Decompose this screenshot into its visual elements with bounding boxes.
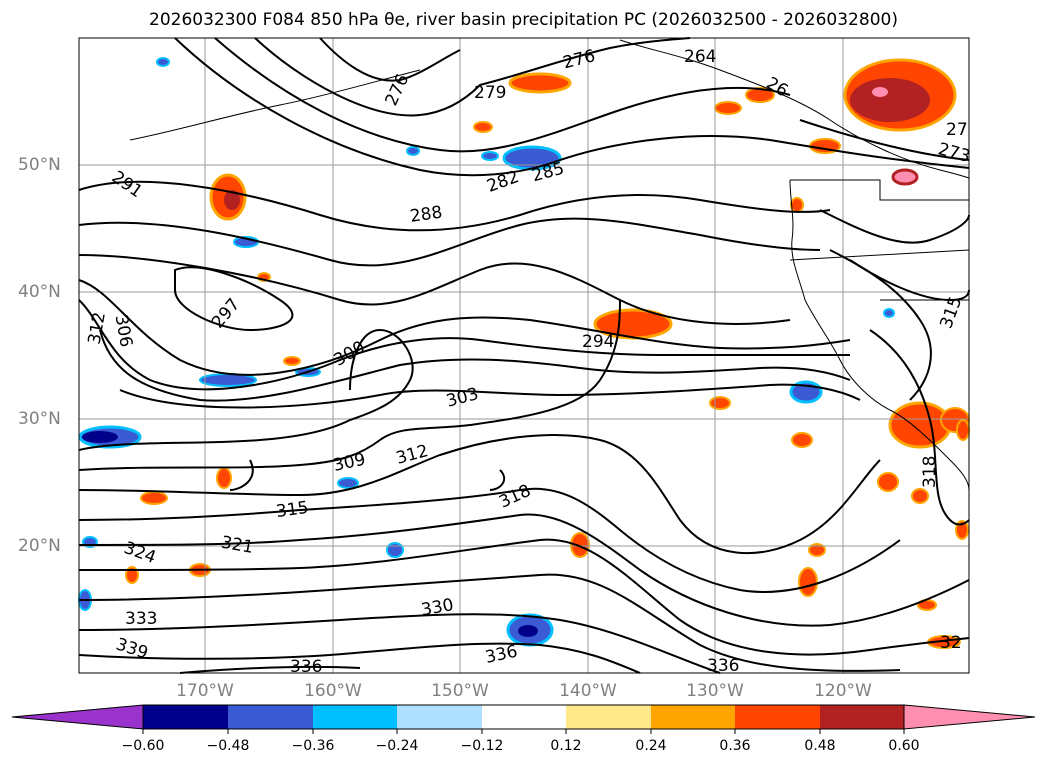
longitude-label: 150°W [431,681,489,701]
colorbar-segment [566,705,651,729]
coastlines [129,39,970,491]
theta-e-contours [78,37,970,674]
contour-label: 32 [940,633,962,653]
contour-label: 288 [409,203,444,227]
latitude-label: 30°N [18,409,61,429]
latitude-label: 50°N [18,155,61,175]
contour-label: 330 [420,595,455,620]
colorbar-tick-label: 0.36 [719,738,751,754]
longitude-label: 140°W [559,681,617,701]
contour-label: 282 [484,167,521,197]
longitude-label: 130°W [686,681,744,701]
contour-label: 336 [707,656,739,676]
contour-label: 27 [946,120,968,140]
contour-label: 294 [582,332,614,352]
longitude-label: 120°W [814,681,872,701]
contour-label: 324 [121,538,158,568]
colorbar-segment [651,705,735,729]
colorbar-segment [313,705,397,729]
latitude-label: 40°N [18,282,61,302]
colorbar-tick-label: −0.12 [460,738,504,754]
contour-label: 279 [474,83,506,103]
colorbar-extend-right [903,704,1036,730]
figure-title: 2026032300 F084 850 hPa θe, river basin … [149,10,898,30]
contour-label: 312 [394,441,431,469]
colorbar-segment [735,705,820,729]
longitude-label: 160°W [304,681,362,701]
contour-label: 315 [275,498,310,522]
colorbar-tick-label: −0.36 [291,738,335,754]
map-frame [78,37,970,674]
colorbar-extend-left [11,704,144,730]
colorbar-segment [397,705,482,729]
colorbar-tick-label: 0.24 [635,738,667,754]
contour-label: 336 [483,642,519,668]
contour-label: 306 [111,313,136,348]
colorbar-tick-label: −0.24 [375,738,419,754]
colorbar [11,704,1036,734]
contour-label: 273 [936,139,973,167]
longitude-label: 170°W [176,681,234,701]
latitude-label: 20°N [18,536,61,556]
colorbar-segment [482,705,566,729]
contour-label: 300 [331,337,369,371]
colorbar-segment [143,705,228,729]
precip-shading [78,57,970,649]
colorbar-tick-label: −0.48 [206,738,250,754]
contour-label: 264 [684,47,716,67]
contour-label: 318 [920,456,940,488]
colorbar-tick-label: −0.60 [121,738,165,754]
contour-label: 336 [290,657,322,677]
colorbar-tick-label: 0.12 [550,738,582,754]
colorbar-tick-label: 0.60 [888,738,920,754]
contour-label: 312 [85,311,110,346]
contour-label: 321 [219,533,254,558]
contour-label: 333 [125,609,157,629]
contour-label: 291 [108,167,146,202]
contour-label: 309 [331,450,367,476]
colorbar-tick-label: 0.48 [804,738,836,754]
colorbar-segment [228,705,313,729]
colorbar-segment [820,705,904,729]
contour-label: 303 [444,384,481,412]
contour-label: 339 [113,634,150,663]
contour-label: 276 [561,46,597,73]
contour-label: 297 [208,295,244,333]
